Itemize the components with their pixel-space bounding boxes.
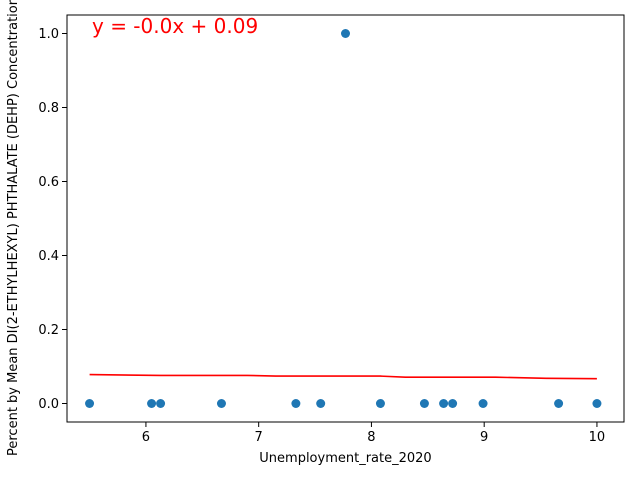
x-tick-label: 7 bbox=[255, 430, 263, 445]
data-point bbox=[592, 399, 602, 408]
data-point bbox=[85, 399, 95, 408]
data-point bbox=[439, 399, 449, 408]
y-tick-label: 0.8 bbox=[38, 101, 59, 116]
plot-frame bbox=[66, 14, 625, 423]
y-tick-label: 1.0 bbox=[38, 27, 59, 42]
data-point bbox=[478, 399, 488, 408]
data-point bbox=[419, 399, 429, 408]
y-tick-label: 0.6 bbox=[38, 175, 59, 190]
data-point bbox=[216, 399, 226, 408]
regression-equation: y = -0.0x + 0.09 bbox=[92, 14, 258, 38]
y-tick-label: 0.2 bbox=[38, 323, 59, 338]
data-points-layer bbox=[85, 29, 602, 408]
data-point bbox=[375, 399, 385, 408]
x-tick-label: 9 bbox=[480, 430, 488, 445]
data-point bbox=[554, 399, 564, 408]
data-point bbox=[316, 399, 326, 408]
fit-line bbox=[89, 373, 597, 380]
x-tick-label: 10 bbox=[589, 430, 606, 445]
data-point bbox=[341, 29, 350, 38]
x-tick-label: 6 bbox=[142, 430, 150, 445]
data-point bbox=[448, 399, 458, 408]
data-point bbox=[147, 399, 157, 408]
data-point bbox=[156, 399, 166, 408]
y-tick-label: 0.4 bbox=[38, 249, 59, 264]
data-point bbox=[291, 399, 301, 408]
fit-line-layer bbox=[89, 373, 597, 380]
x-axis-label: Unemployment_rate_2020 bbox=[259, 451, 431, 466]
y-axis-label: Percent by Mean DI(2-ETHYLHEXYL) PHTHALA… bbox=[6, 0, 21, 456]
x-tick-label: 8 bbox=[367, 430, 375, 445]
axes-layer: 6 7 8 9 10 0.0 0.2 0.4 0.6 0.8 1.0 bbox=[38, 14, 625, 445]
y-tick-label: 0.0 bbox=[38, 397, 59, 412]
